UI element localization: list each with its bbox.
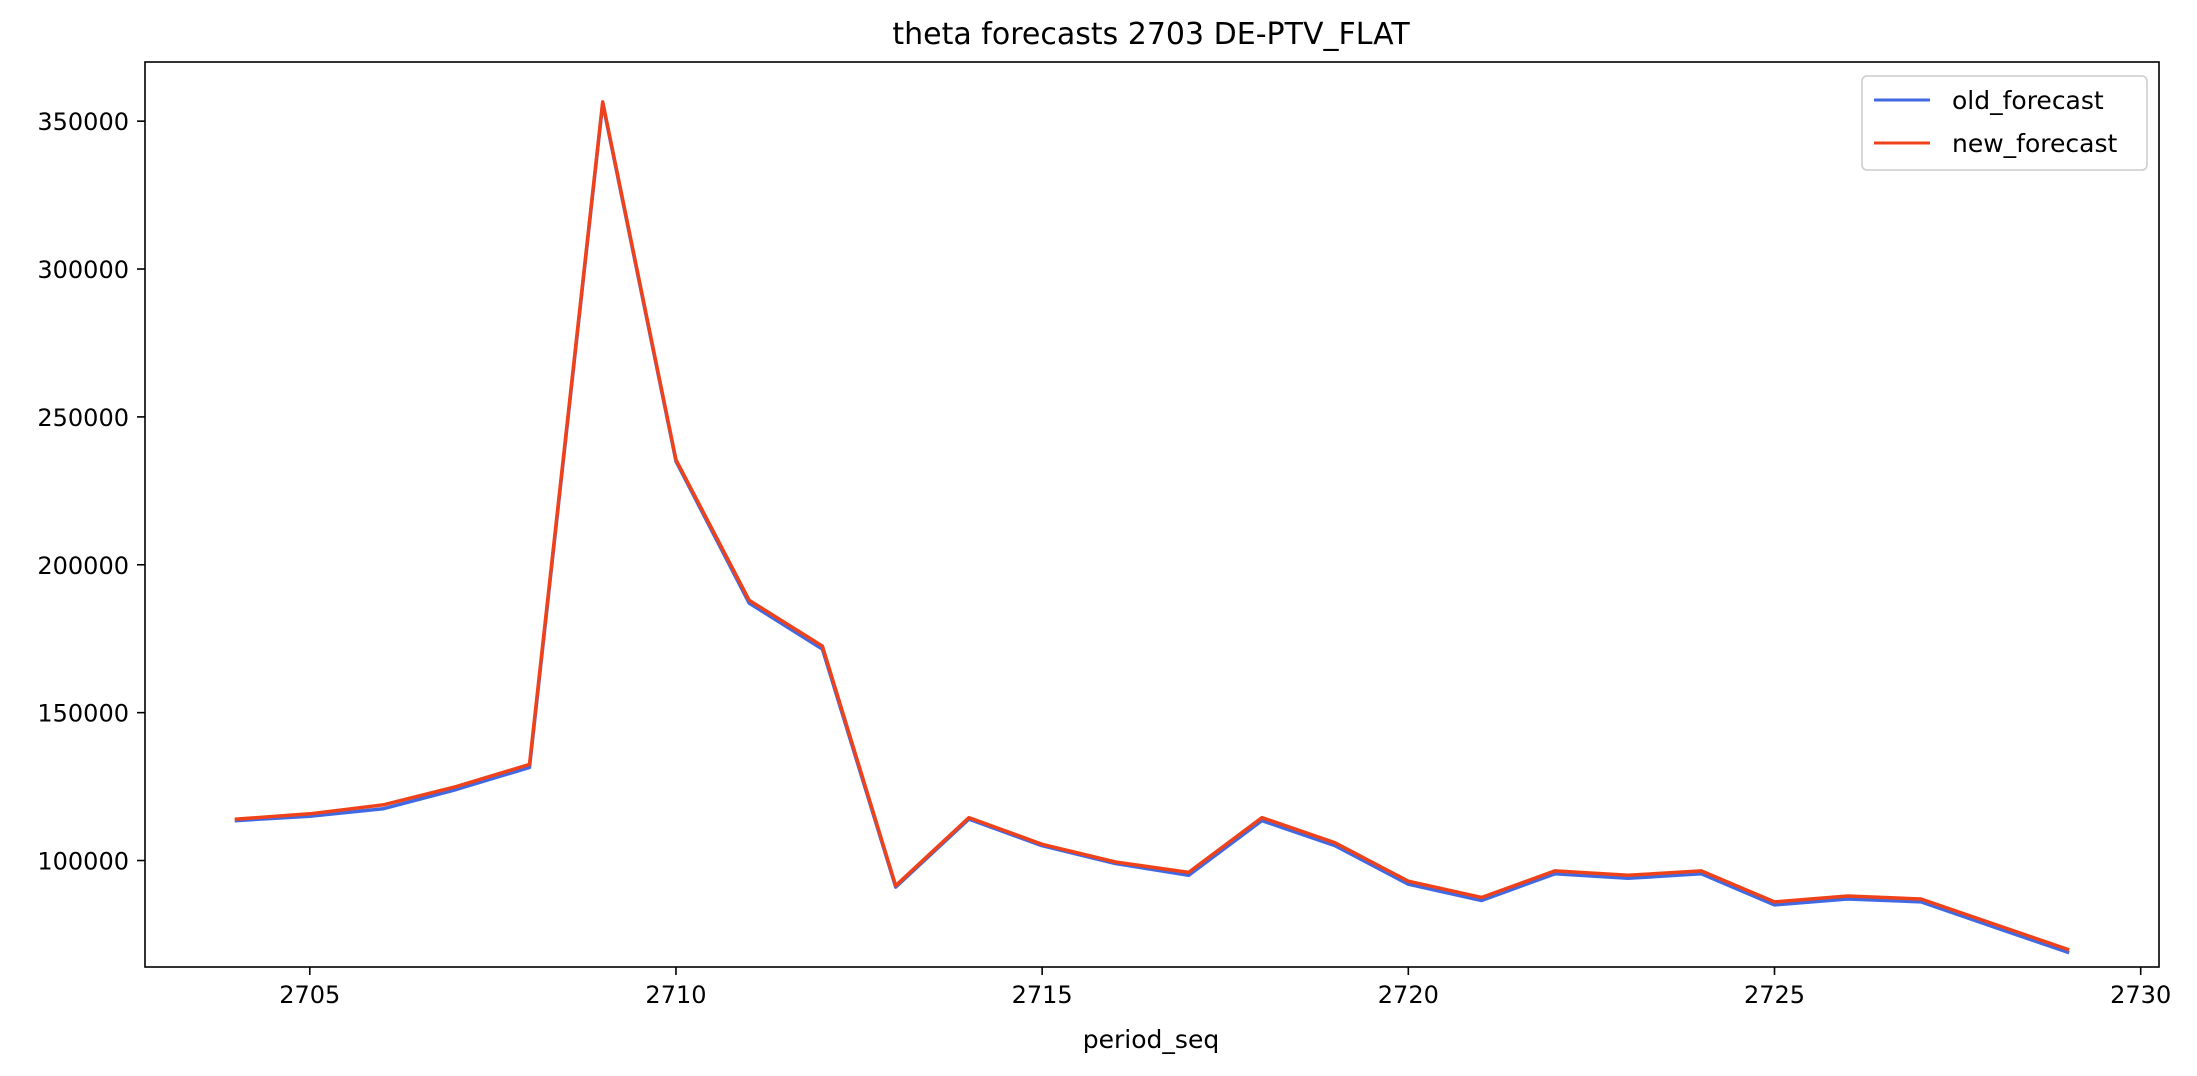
x-tick-label: 2725 xyxy=(1744,981,1805,1009)
x-tick-label: 2720 xyxy=(1378,981,1439,1009)
series-layer xyxy=(234,100,2070,955)
series-line-new-forecast xyxy=(234,100,2070,952)
y-tick-label: 350000 xyxy=(37,108,129,136)
y-axis: 100000 150000 200000 250000 300000 350000 xyxy=(37,108,145,876)
legend-label-new-forecast: new_forecast xyxy=(1952,129,2117,158)
x-tick-label: 2715 xyxy=(1012,981,1073,1009)
y-tick-label: 100000 xyxy=(37,848,129,876)
legend-box xyxy=(1861,75,2148,171)
legend: old_forecast new_forecast xyxy=(1861,75,2148,171)
legend-label-old-forecast: old_forecast xyxy=(1952,86,2104,115)
y-tick-label: 200000 xyxy=(37,552,129,580)
plot-frame xyxy=(144,61,2160,968)
y-tick-label: 150000 xyxy=(37,700,129,728)
x-tick-label: 2710 xyxy=(645,981,706,1009)
chart-title: theta forecasts 2703 DE-PTV_FLAT xyxy=(892,17,1410,52)
x-axis-label: period_seq xyxy=(1083,1025,1219,1054)
y-tick-label: 250000 xyxy=(37,404,129,432)
x-tick-label: 2730 xyxy=(2110,981,2171,1009)
x-tick-label: 2705 xyxy=(279,981,340,1009)
y-tick-label: 300000 xyxy=(37,256,129,284)
x-axis: 2705 2710 2715 2720 2725 2730 xyxy=(279,967,2171,1009)
